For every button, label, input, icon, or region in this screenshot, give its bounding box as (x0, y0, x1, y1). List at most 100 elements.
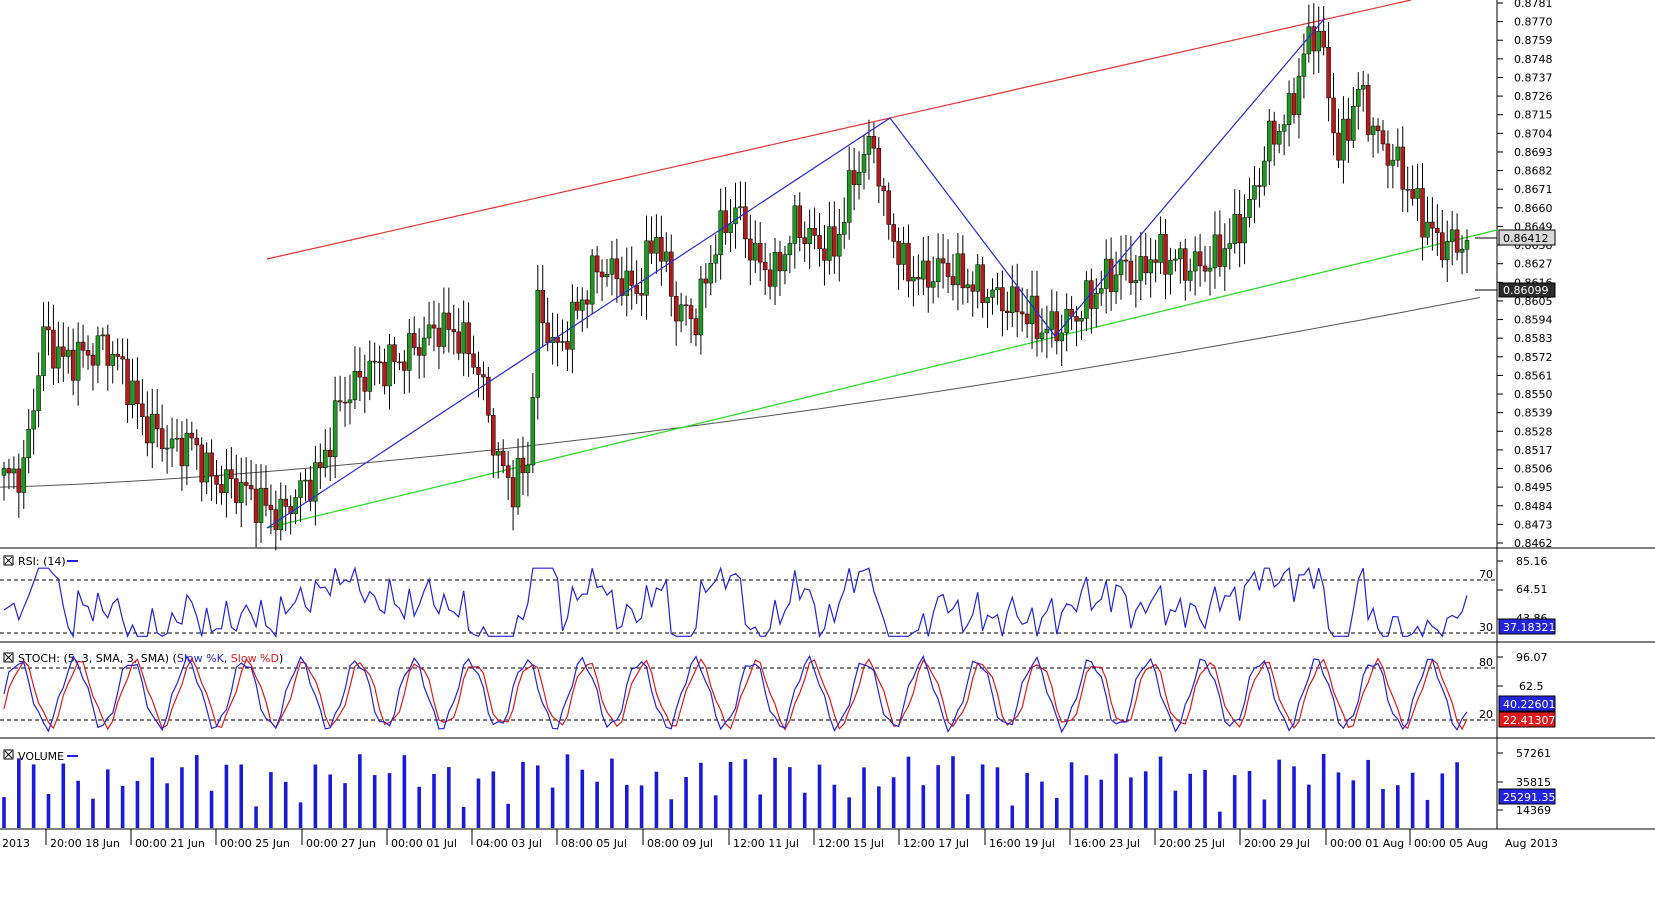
volume-tick-1: 35815 (1516, 776, 1551, 789)
candle-bear (342, 401, 348, 404)
price-tick-label: 0.8583 (1514, 332, 1553, 345)
candle-bull (421, 337, 427, 356)
volume-bar (1099, 779, 1104, 828)
candle-bull (313, 462, 318, 502)
candle-bear (1163, 233, 1168, 275)
candle-bear (688, 305, 694, 319)
candle-bull (1262, 160, 1267, 187)
volume-bar (773, 757, 777, 828)
volume-bar (46, 793, 51, 828)
time-label: 12:00 11 Jul (733, 837, 799, 850)
volume-tick-2: 14369 (1516, 804, 1551, 817)
current-price-label: 0.86412 (1503, 232, 1549, 245)
candle-bull (1281, 124, 1287, 132)
volume-bar (283, 781, 288, 828)
rsi-current-label: 37.18321 (1503, 621, 1556, 634)
price-tick-label: 0.8594 (1514, 314, 1553, 327)
candle-bull (1449, 229, 1455, 242)
candle-bull (837, 234, 842, 257)
volume-bar (728, 762, 733, 828)
panel-frames (0, 0, 1655, 830)
candle-bear (194, 437, 200, 446)
candle-bear (85, 349, 91, 356)
candle-bear (619, 278, 625, 296)
volume-bar (1114, 753, 1118, 828)
candle-bull (930, 281, 936, 288)
candle-bear (357, 370, 363, 378)
volume-close-icon[interactable] (3, 749, 14, 760)
price-tick-label: 0.8506 (1514, 463, 1553, 476)
candle-bear (436, 327, 442, 347)
candle-bear (154, 413, 160, 429)
volume-bar (550, 787, 555, 828)
volume-bar (180, 767, 184, 828)
candle-bear (960, 253, 966, 289)
volume-bar (595, 781, 599, 828)
candle-bear (980, 264, 985, 303)
candle-bear (945, 262, 951, 277)
candle-bull (1390, 159, 1396, 166)
candle-bear (1153, 259, 1158, 263)
candle-bear (1346, 118, 1351, 141)
candle-bear (135, 380, 140, 405)
price-tick-label: 0.8682 (1514, 165, 1553, 178)
volume-bar (1010, 805, 1015, 828)
volume-bar (194, 755, 199, 828)
volume-bar (358, 754, 362, 828)
candle-bear (812, 228, 817, 236)
stoch-level-80: 80 (1479, 656, 1493, 669)
rsi-close-icon[interactable] (3, 555, 14, 566)
price-tick-label: 0.8572 (1514, 351, 1553, 364)
candle-bull (1425, 221, 1430, 238)
candle-bull (866, 135, 872, 155)
candle-bull (985, 297, 990, 303)
volume-bar (31, 764, 36, 828)
candle-bull (1, 468, 7, 476)
current-price-tag: 0.86412 (1475, 229, 1556, 246)
candle-bear (1034, 295, 1040, 339)
zigzag-pattern (266, 17, 1326, 529)
volume-panel: VOLUME 57261 35815 14369 25291.35 (2, 747, 1556, 828)
time-label: 16:00 19 Jul (989, 837, 1055, 850)
rsi-panel: RSI: (14) 70 30 85.16 64.51 43.86 37.183… (0, 555, 1556, 639)
candle-bear (950, 276, 956, 286)
candle-bull (965, 284, 971, 289)
candle-bear (1005, 310, 1010, 313)
volume-bar (135, 780, 140, 828)
stoch-k-current-label: 40.22601 (1503, 698, 1556, 711)
volume-bar (1292, 766, 1296, 828)
candle-bull (1049, 311, 1055, 330)
candle-bear (416, 347, 422, 356)
candle-bear (80, 341, 86, 351)
price-tick-label: 0.8715 (1514, 109, 1553, 122)
candle-bear (283, 498, 288, 507)
candle-bull (753, 243, 758, 261)
candle-bear (288, 506, 293, 515)
candle-bear (179, 437, 185, 467)
candle-bull (1148, 259, 1153, 274)
candle-bull (1064, 308, 1069, 334)
candle-bull (26, 428, 31, 458)
candle-bull (1276, 130, 1282, 145)
volume-bar (639, 785, 644, 828)
volume-bar (239, 764, 244, 828)
candle-bull (1370, 125, 1376, 135)
candle-bull (861, 154, 867, 173)
stoch-close-icon[interactable] (3, 652, 14, 663)
candle-bear (481, 374, 486, 378)
volume-bars (2, 753, 1459, 828)
time-label: 00:00 05 Aug (1414, 837, 1488, 850)
candle-bear (767, 269, 773, 287)
candle-bull (298, 480, 303, 498)
volume-bar (1425, 799, 1430, 828)
candle-bear (1311, 26, 1317, 52)
resistance-line (266, 0, 1412, 260)
volume-bar (387, 773, 392, 828)
volume-bar (1381, 789, 1385, 828)
candle-bull (1356, 88, 1361, 107)
volume-bar (1203, 769, 1207, 828)
price-tick-label: 0.8495 (1514, 481, 1553, 494)
volume-bar (891, 777, 896, 828)
candle-bull (560, 341, 565, 343)
